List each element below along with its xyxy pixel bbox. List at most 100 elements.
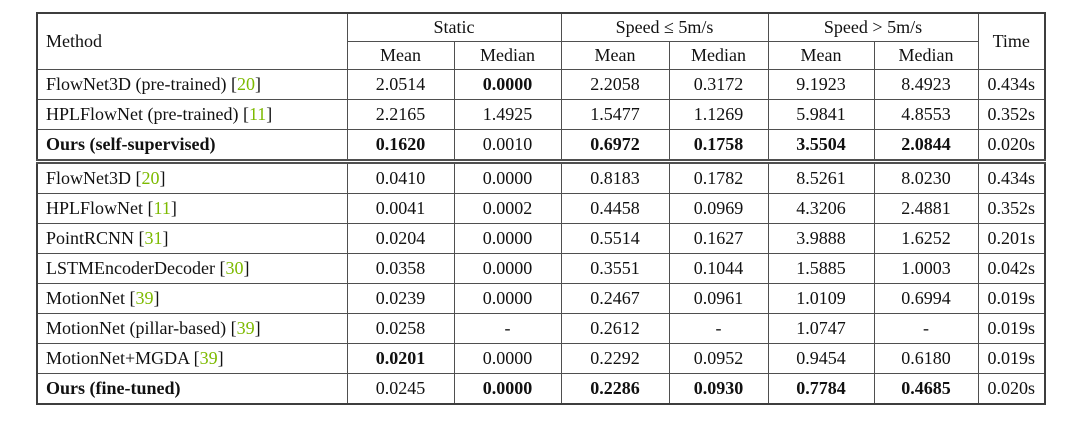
value-cell: 1.0003 <box>873 253 979 284</box>
value-cell: 0.0000 <box>453 223 562 254</box>
value-cell: 0.0000 <box>453 161 562 194</box>
value-cell: 1.1269 <box>668 99 769 130</box>
value-cell: 1.0747 <box>767 313 875 344</box>
value-cell: 4.8553 <box>873 99 979 130</box>
value-cell: 0.0358 <box>346 253 455 284</box>
value-cell: 0.0000 <box>453 69 562 100</box>
table-body: FlowNet3D (pre-trained) [20] 2.0514 0.0000… <box>36 69 1046 405</box>
value-cell: 0.0410 <box>346 161 455 194</box>
col-header-static-mean: Mean <box>346 41 455 70</box>
table-row: MotionNet (pillar-based) [39] 0.0258-0.26… <box>36 313 1046 344</box>
value-cell: 0.6180 <box>873 343 979 374</box>
value-cell: 0.0204 <box>346 223 455 254</box>
citation-number: 39 <box>199 347 218 368</box>
table-row: Ours (fine-tuned) 0.0245 0.0000 0.2286 0.093… <box>36 373 1046 405</box>
value-cell: 5.9841 <box>767 99 875 130</box>
value-cell: 0.6994 <box>873 283 979 314</box>
value-cell: - <box>668 313 769 344</box>
value-cell: - <box>873 313 979 344</box>
time-cell: 0.434s <box>977 69 1046 100</box>
citation-number: 11 <box>153 197 171 218</box>
value-cell: 4.3206 <box>767 193 875 224</box>
method-cell: MotionNet (pillar-based) [39] <box>36 313 348 344</box>
col-group-speed-gt-5: Speed > 5m/s <box>767 12 979 42</box>
table-row: HPLFlowNet (pre-trained) [11] 2.2165 1.492… <box>36 99 1046 130</box>
value-cell: 0.1758 <box>668 129 769 164</box>
col-header-static-median: Median <box>453 41 562 70</box>
value-cell: 2.4881 <box>873 193 979 224</box>
value-cell: 0.0961 <box>668 283 769 314</box>
value-cell: 1.5885 <box>767 253 875 284</box>
col-header-speed-gt-5-median: Median <box>873 41 979 70</box>
time-cell: 0.020s <box>977 129 1046 164</box>
table-row: MotionNet+MGDA [39] 0.0201 0.0000 0.2292 0.0… <box>36 343 1046 374</box>
table-header: Method Static Speed ≤ 5m/s Speed > 5m/s … <box>36 12 1046 70</box>
time-cell: 0.019s <box>977 313 1046 344</box>
paper-table-figure: Method Static Speed ≤ 5m/s Speed > 5m/s … <box>36 12 1046 405</box>
value-cell: 2.2058 <box>560 69 670 100</box>
method-cell: Ours (self-supervised) <box>36 129 348 164</box>
value-cell: 3.9888 <box>767 223 875 254</box>
value-cell: 0.0000 <box>453 373 562 405</box>
time-cell: 0.019s <box>977 343 1046 374</box>
value-cell: 0.7784 <box>767 373 875 405</box>
value-cell: 0.0041 <box>346 193 455 224</box>
value-cell: 0.0969 <box>668 193 769 224</box>
table-row: PointRCNN [31] 0.0204 0.0000 0.5514 0.1627 3.… <box>36 223 1046 254</box>
table-row: HPLFlowNet [11] 0.0041 0.0002 0.4458 0.0969 4… <box>36 193 1046 224</box>
value-cell: 0.3172 <box>668 69 769 100</box>
value-cell: 2.2165 <box>346 99 455 130</box>
value-cell: 0.0000 <box>453 343 562 374</box>
value-cell: 0.2467 <box>560 283 670 314</box>
value-cell: 0.1782 <box>668 161 769 194</box>
method-cell: LSTMEncoderDecoder [30] <box>36 253 348 284</box>
col-header-speed-le-5-mean: Mean <box>560 41 670 70</box>
value-cell: 0.3551 <box>560 253 670 284</box>
value-cell: 0.2292 <box>560 343 670 374</box>
method-cell: HPLFlowNet [11] <box>36 193 348 224</box>
value-cell: 2.0844 <box>873 129 979 164</box>
header-row-sub: Mean Median Mean Median Mean Median <box>37 41 1045 70</box>
value-cell: 0.6972 <box>560 129 670 164</box>
citation-number: 20 <box>141 167 160 188</box>
value-cell: 0.0010 <box>453 129 562 164</box>
table-row: FlowNet3D (pre-trained) [20] 2.0514 0.0000… <box>36 69 1046 100</box>
citation-number: 20 <box>236 73 255 94</box>
value-cell: 8.0230 <box>873 161 979 194</box>
citation-number: 31 <box>144 227 163 248</box>
method-cell: FlowNet3D (pre-trained) [20] <box>36 69 348 100</box>
value-cell: 0.1044 <box>668 253 769 284</box>
col-header-method: Method <box>36 12 348 70</box>
value-cell: 9.1923 <box>767 69 875 100</box>
method-cell: Ours (fine-tuned) <box>36 373 348 405</box>
col-header-speed-le-5-median: Median <box>668 41 769 70</box>
value-cell: 0.0000 <box>453 283 562 314</box>
time-cell: 0.020s <box>977 373 1046 405</box>
col-header-speed-gt-5-mean: Mean <box>767 41 875 70</box>
value-cell: 0.0201 <box>346 343 455 374</box>
col-group-static: Static <box>346 12 562 42</box>
value-cell: 0.8183 <box>560 161 670 194</box>
citation-number: 11 <box>248 103 267 124</box>
table-row: LSTMEncoderDecoder [30] 0.0358 0.0000 0.355… <box>36 253 1046 284</box>
method-cell: HPLFlowNet (pre-trained) [11] <box>36 99 348 130</box>
value-cell: 0.9454 <box>767 343 875 374</box>
method-cell: MotionNet [39] <box>36 283 348 314</box>
value-cell: 0.0239 <box>346 283 455 314</box>
time-cell: 0.352s <box>977 193 1046 224</box>
value-cell: 0.0000 <box>453 253 562 284</box>
value-cell: 8.4923 <box>873 69 979 100</box>
header-row-groups: Method Static Speed ≤ 5m/s Speed > 5m/s … <box>36 12 1046 70</box>
method-cell: FlowNet3D [20] <box>36 161 348 194</box>
table-row: FlowNet3D [20] 0.0410 0.0000 0.8183 0.1782 8.… <box>36 161 1046 194</box>
value-cell: 0.0002 <box>453 193 562 224</box>
value-cell: 0.5514 <box>560 223 670 254</box>
value-cell: 1.6252 <box>873 223 979 254</box>
time-cell: 0.042s <box>977 253 1046 284</box>
value-cell: 0.0258 <box>346 313 455 344</box>
value-cell: 1.4925 <box>453 99 562 130</box>
time-cell: 0.019s <box>977 283 1046 314</box>
time-cell: 0.434s <box>977 161 1046 194</box>
citation-number: 39 <box>135 287 154 308</box>
value-cell: 0.0952 <box>668 343 769 374</box>
